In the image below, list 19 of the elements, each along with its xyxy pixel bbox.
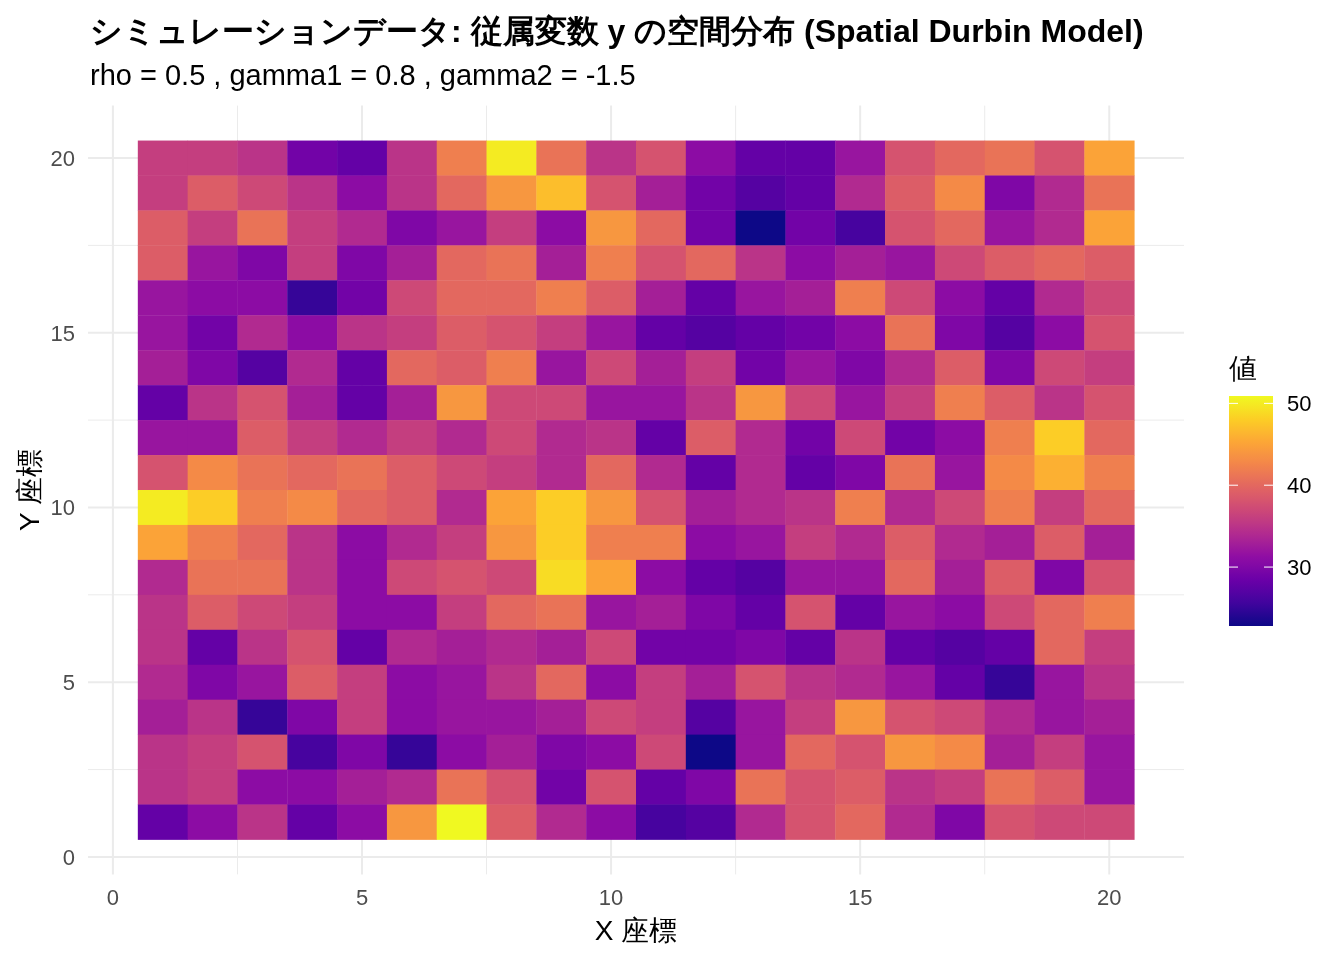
subtitle: rho = 0.5 , gamma1 = 0.8 , gamma2 = -1.5 [90,59,636,91]
color-bar-label: 40 [1287,473,1312,499]
x-tick-label: 15 [847,885,873,910]
y-tick-label: 10 [50,495,75,521]
color-bar-title: 値 [1229,353,1257,384]
color-bar-label: 50 [1287,391,1312,417]
x-tick-label: 5 [355,885,369,910]
y-tick-label: 0 [62,844,75,870]
y-tick-label: 20 [50,146,75,172]
colorbar: 30 40 50 値 [1228,353,1312,626]
y-axis-title: Y 座標 [14,449,45,531]
title: シミュレーションデータ: 従属変数 y の空間分布 (Spatial Durbin Model) [90,13,1144,49]
color-bar-label: 30 [1287,555,1312,581]
y-tick-label: 15 [50,320,75,346]
x-tick-label: 20 [1097,885,1122,910]
x-axis-title: X 座標 [594,915,678,946]
x-tick-label: 0 [106,885,120,910]
y-tick-label: 5 [62,670,75,696]
x-tick-label: 10 [598,885,624,910]
